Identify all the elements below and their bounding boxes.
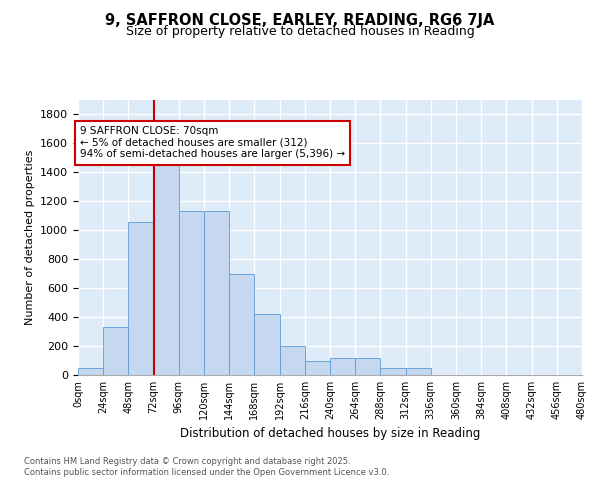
Y-axis label: Number of detached properties: Number of detached properties: [25, 150, 35, 325]
Bar: [154, 164, 179, 375]
X-axis label: Distribution of detached houses by size in Reading: Distribution of detached houses by size …: [180, 428, 480, 440]
Text: 9, SAFFRON CLOSE, EARLEY, READING, RG6 7JA: 9, SAFFRON CLOSE, EARLEY, READING, RG6 7…: [106, 12, 494, 28]
Text: Contains HM Land Registry data © Crown copyright and database right 2025.
Contai: Contains HM Land Registry data © Crown c…: [24, 458, 389, 477]
Bar: [380, 368, 406, 375]
Bar: [254, 314, 280, 375]
Bar: [355, 358, 380, 375]
Bar: [280, 346, 305, 375]
Text: Size of property relative to detached houses in Reading: Size of property relative to detached ho…: [125, 25, 475, 38]
Bar: [179, 212, 204, 375]
Bar: [305, 360, 330, 375]
Text: 9 SAFFRON CLOSE: 70sqm
← 5% of detached houses are smaller (312)
94% of semi-det: 9 SAFFRON CLOSE: 70sqm ← 5% of detached …: [80, 126, 345, 160]
Bar: [78, 368, 103, 375]
Bar: [406, 368, 431, 375]
Bar: [103, 327, 128, 375]
Bar: [330, 358, 355, 375]
Bar: [229, 274, 254, 375]
Bar: [204, 212, 229, 375]
Bar: [128, 222, 154, 375]
